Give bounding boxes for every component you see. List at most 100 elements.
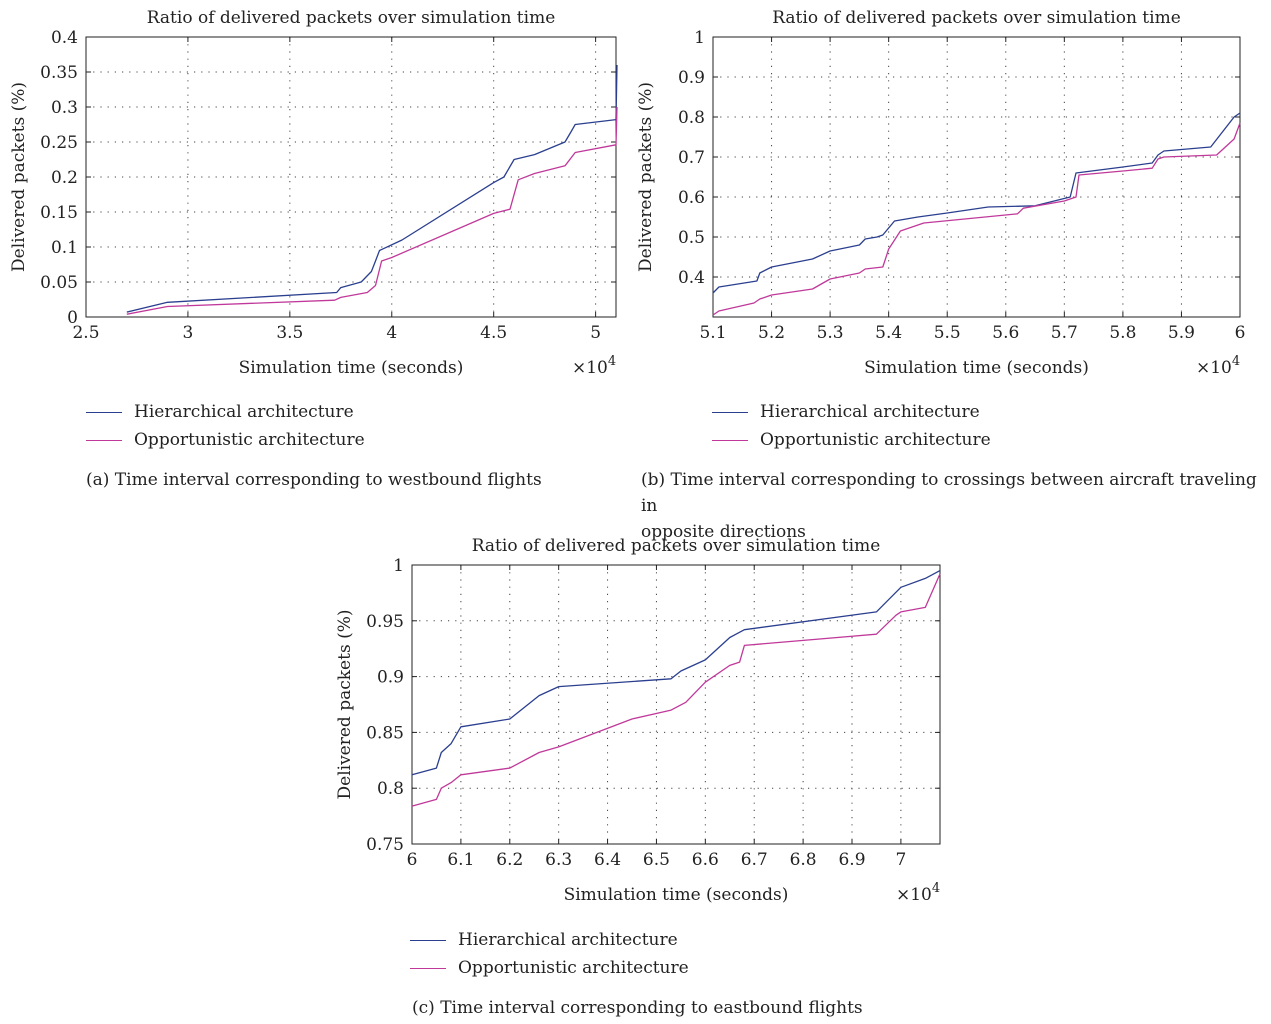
y-tick-label: 0.15 <box>40 203 78 223</box>
x-axis-label: Simulation time (seconds) <box>864 358 1089 378</box>
chart-title: Ratio of delivered packets over simulati… <box>472 536 881 556</box>
y-tick-label: 0.8 <box>678 108 705 128</box>
x-axis-exponent-power: 4 <box>608 354 616 369</box>
legend-item-opportunistic: Opportunistic architecture <box>712 426 991 454</box>
legend-item-hierarchical: Hierarchical architecture <box>712 398 991 426</box>
legend-c: Hierarchical architecture Opportunistic … <box>410 926 689 982</box>
x-tick-label: 6.5 <box>643 850 670 870</box>
series-line-hierarchical <box>126 64 618 313</box>
plot-frame <box>712 36 1241 318</box>
chart-title: Ratio of delivered packets over simulati… <box>772 8 1181 28</box>
legend-swatch-hierarchical <box>86 411 122 413</box>
x-axis-exponent: ×104 <box>572 354 616 378</box>
x-tick-label: 6.6 <box>692 850 719 870</box>
series-line-opportunistic <box>126 106 618 315</box>
legend-label-opportunistic: Opportunistic architecture <box>458 958 689 978</box>
series-line-hierarchical <box>411 570 941 776</box>
chart-c: 6 6.1 6.2 6.3 6.4 6.5 6.6 6.7 6.8 6.9 7 0.75 0.8 0.85… <box>335 536 941 905</box>
series-line-hierarchical <box>712 112 1241 294</box>
y-tick-label: 0.4 <box>51 28 78 48</box>
y-tick-label: 0.95 <box>366 612 404 632</box>
chart-title: Ratio of delivered packets over simulati… <box>147 8 556 28</box>
caption-b-line2: opposite directions <box>641 522 806 542</box>
y-tick-label: 0.25 <box>40 133 78 153</box>
x-tick-label: 5.8 <box>1109 323 1136 343</box>
legend-label-opportunistic: Opportunistic architecture <box>760 430 991 450</box>
y-tick-label: 0.9 <box>678 68 705 88</box>
x-tick-label: 5.3 <box>817 323 844 343</box>
y-tick-label: 0.9 <box>377 668 404 688</box>
caption-b: (b) Time interval corresponding to cross… <box>641 467 1271 545</box>
y-tick-label: 0.1 <box>51 238 78 258</box>
legend-label-hierarchical: Hierarchical architecture <box>134 402 354 422</box>
x-axis-exponent-power: 4 <box>932 881 940 896</box>
series-line-opportunistic <box>411 573 941 807</box>
x-tick-label: 4 <box>386 323 397 343</box>
x-tick-label: 3.5 <box>276 323 303 343</box>
x-tick-label: 6.8 <box>790 850 817 870</box>
legend-swatch-hierarchical <box>712 411 748 413</box>
legend-label-hierarchical: Hierarchical architecture <box>458 930 678 950</box>
x-tick-label: 3 <box>183 323 194 343</box>
x-tick-label: 2.5 <box>72 323 99 343</box>
x-tick-label: 6.2 <box>496 850 523 870</box>
legend-swatch-opportunistic <box>712 439 748 441</box>
plot-frame <box>411 564 941 845</box>
y-tick-label: 0 <box>67 308 78 328</box>
x-tick-label: 5.2 <box>758 323 785 343</box>
x-tick-label: 5.6 <box>992 323 1019 343</box>
x-tick-label: 6.3 <box>545 850 572 870</box>
legend-swatch-hierarchical <box>410 939 446 941</box>
y-tick-label: 0.8 <box>377 779 404 799</box>
legend-a: Hierarchical architecture Opportunistic … <box>86 398 365 454</box>
chart-b: 5.1 5.2 5.3 5.4 5.5 5.6 5.7 5.8 5.9 6 0.4 0.5 0.6 0.7… <box>636 8 1246 378</box>
caption-c: (c) Time interval corresponding to eastb… <box>412 995 863 1021</box>
x-axis-exponent-power: 4 <box>1232 354 1240 369</box>
chart-a: 2.5 3 3.5 4 4.5 5 0 0.05 0.1 0.15 0.2 0.25 0.3 0.35 0.… <box>9 8 618 378</box>
y-tick-label: 0.05 <box>40 273 78 293</box>
x-tick-label: 6.4 <box>594 850 621 870</box>
legend-label-hierarchical: Hierarchical architecture <box>760 402 980 422</box>
x-tick-label: 6.9 <box>838 850 865 870</box>
y-axis-label: Delivered packets (%) <box>9 82 29 272</box>
y-tick-label: 0.35 <box>40 63 78 83</box>
y-tick-label: 1 <box>393 556 404 576</box>
y-tick-label: 0.7 <box>678 148 705 168</box>
legend-label-opportunistic: Opportunistic architecture <box>134 430 365 450</box>
x-tick-label: 5.1 <box>699 323 726 343</box>
x-axis-label: Simulation time (seconds) <box>239 358 464 378</box>
x-tick-label: 5.5 <box>934 323 961 343</box>
y-tick-label: 0.5 <box>678 228 705 248</box>
legend-item-hierarchical: Hierarchical architecture <box>410 926 689 954</box>
y-tick-label: 0.85 <box>366 723 404 743</box>
x-tick-label: 7 <box>895 850 906 870</box>
y-tick-label: 0.3 <box>51 98 78 118</box>
caption-c-text: (c) Time interval corresponding to eastb… <box>412 998 863 1018</box>
y-tick-label: 0.2 <box>51 168 78 188</box>
y-axis-label: Delivered packets (%) <box>636 82 656 272</box>
y-tick-label: 0.4 <box>678 268 705 288</box>
legend-item-opportunistic: Opportunistic architecture <box>86 426 365 454</box>
x-axis-exponent: ×104 <box>1196 354 1240 378</box>
legend-item-hierarchical: Hierarchical architecture <box>86 398 365 426</box>
x-tick-label: 6 <box>407 850 418 870</box>
caption-a: (a) Time interval corresponding to westb… <box>86 467 542 493</box>
x-axis-label: Simulation time (seconds) <box>564 885 789 905</box>
x-tick-label: 6.7 <box>741 850 768 870</box>
legend-swatch-opportunistic <box>410 967 446 969</box>
caption-a-text: (a) Time interval corresponding to westb… <box>86 470 542 490</box>
y-axis-label: Delivered packets (%) <box>335 610 355 800</box>
x-tick-label: 6.1 <box>447 850 474 870</box>
x-tick-label: 4.5 <box>480 323 507 343</box>
x-tick-label: 6 <box>1235 323 1246 343</box>
y-tick-label: 0.6 <box>678 188 705 208</box>
y-tick-label: 1 <box>694 28 705 48</box>
x-tick-label: 5.7 <box>1051 323 1078 343</box>
legend-swatch-opportunistic <box>86 439 122 441</box>
caption-b-line1: (b) Time interval corresponding to cross… <box>641 470 1257 516</box>
x-tick-label: 5 <box>590 323 601 343</box>
x-axis-exponent: ×104 <box>896 881 940 905</box>
x-tick-label: 5.4 <box>875 323 902 343</box>
series-line-opportunistic <box>712 122 1241 316</box>
legend-item-opportunistic: Opportunistic architecture <box>410 954 689 982</box>
